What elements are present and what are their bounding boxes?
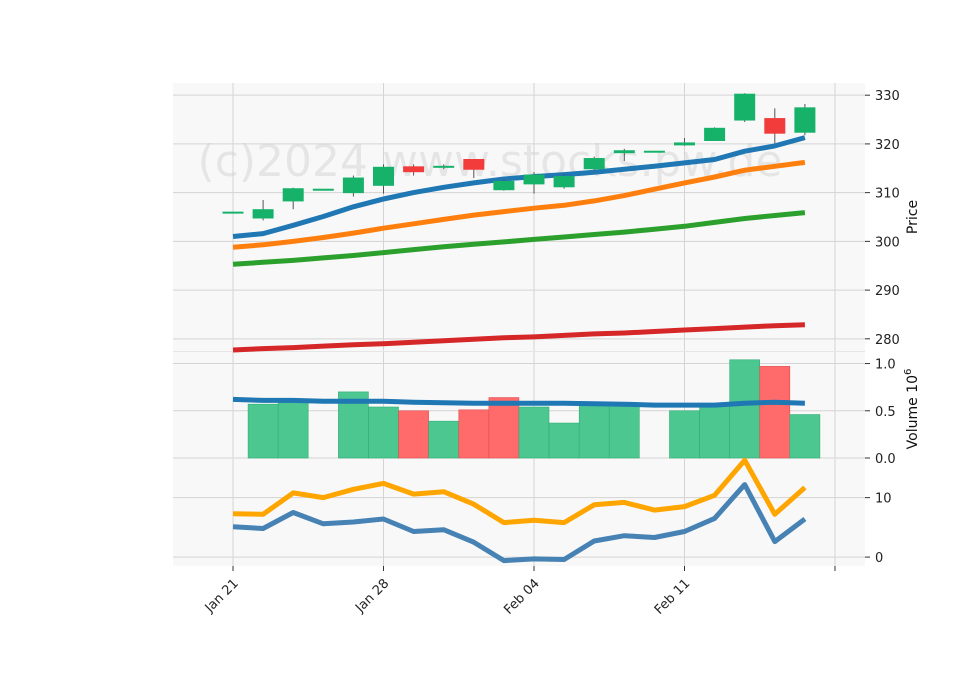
candle <box>282 187 304 210</box>
chart-marks <box>222 93 821 564</box>
price-y-tick-label: 330 <box>875 89 900 104</box>
volume-bar <box>729 359 761 459</box>
candle-body <box>734 93 756 121</box>
volume-bar <box>699 404 730 459</box>
oscillator-y-tick-label: 0 <box>875 551 883 566</box>
moving-average-line <box>232 135 806 239</box>
volume-bar <box>458 409 490 459</box>
candle-body <box>342 177 364 194</box>
volume-bar <box>669 410 700 459</box>
volume-bar <box>578 404 610 459</box>
price-y-tick-label: 300 <box>875 235 900 250</box>
candle-body <box>373 166 394 186</box>
candle <box>373 164 394 194</box>
oscillator-line <box>232 457 807 526</box>
moving-average-line <box>232 322 805 353</box>
candle <box>704 127 726 141</box>
volume-y-tick-label: 1.0 <box>875 358 896 373</box>
candle-body <box>493 180 515 191</box>
x-tick-label: Jan 28 <box>352 576 392 616</box>
candle <box>523 172 545 194</box>
candle <box>764 108 786 144</box>
candle-body <box>523 174 545 185</box>
price-axis-title: Price <box>905 200 921 234</box>
x-tick-label: Feb 04 <box>501 576 543 618</box>
x-tick-label: Feb 11 <box>652 576 694 618</box>
candle <box>252 199 274 221</box>
candle <box>583 156 605 171</box>
volume-bar <box>608 405 640 459</box>
candle-body <box>764 118 786 134</box>
volume-y-tick-label: 0.0 <box>875 452 896 467</box>
candle <box>613 148 635 161</box>
price-y-tick-label: 290 <box>875 284 900 299</box>
candle-body <box>403 166 425 173</box>
moving-average-line <box>232 210 806 267</box>
candle-body <box>463 159 485 170</box>
candle <box>312 188 334 191</box>
volume-bar <box>518 406 550 459</box>
candle-body <box>222 211 244 214</box>
candle <box>643 150 665 153</box>
candle-body <box>583 158 605 170</box>
candle <box>342 175 364 197</box>
candle-body <box>613 150 635 154</box>
candle-body <box>433 165 455 168</box>
volume-bar <box>428 420 460 459</box>
candle <box>222 211 244 214</box>
oscillator-y-tick-label: 10 <box>875 492 892 507</box>
candle-body <box>252 209 274 219</box>
candle <box>794 103 816 136</box>
volume-axis-exponent: 6 <box>903 369 914 375</box>
price-y-tick-label: 310 <box>875 187 900 202</box>
moving-average-line <box>232 159 806 250</box>
candle-body <box>312 188 334 191</box>
candle <box>433 164 455 170</box>
volume-axis-title: Volume 106 <box>903 369 921 450</box>
candle <box>674 138 695 146</box>
volume-bar <box>398 410 429 459</box>
candle <box>734 93 756 122</box>
volume-bar <box>247 403 279 459</box>
volume-y-tick-label: 0.5 <box>875 405 896 420</box>
candle-body <box>704 127 726 141</box>
candle-body <box>794 107 816 133</box>
price-y-tick-label: 320 <box>875 138 900 153</box>
volume-bar <box>789 414 821 459</box>
volume-bar <box>277 401 309 459</box>
candle-body <box>282 188 304 202</box>
candle <box>493 178 515 191</box>
price-y-tick-label: 280 <box>875 333 900 348</box>
volume-moving-average-line <box>232 396 805 408</box>
candle <box>463 159 485 179</box>
volume-bar <box>368 406 399 459</box>
oscillator-line <box>232 482 807 564</box>
candle <box>553 174 575 189</box>
candle <box>403 164 425 176</box>
candle-body <box>643 150 665 153</box>
volume-bar <box>759 366 791 459</box>
candle-body <box>553 176 575 188</box>
volume-bar <box>488 397 520 459</box>
volume-bar <box>548 422 580 459</box>
x-tick-label: Jan 21 <box>202 576 242 616</box>
candle-body <box>674 142 695 146</box>
